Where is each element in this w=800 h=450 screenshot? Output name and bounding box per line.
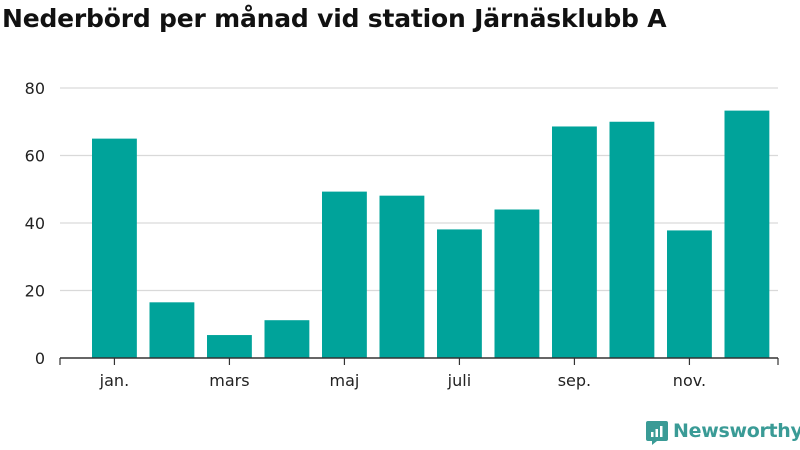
x-axis-ticks: jan. mars maj juli sep. nov. — [59, 358, 779, 390]
bar — [609, 121, 655, 358]
bar — [264, 320, 310, 358]
bar — [379, 195, 425, 358]
bar — [92, 138, 137, 358]
x-tick-label: jan. — [99, 371, 129, 390]
y-tick-label: 20 — [25, 282, 45, 301]
y-tick-label: 80 — [25, 79, 45, 98]
bar — [724, 110, 770, 358]
bar — [437, 229, 482, 358]
y-tick-label: 60 — [25, 147, 45, 166]
y-axis-ticks: 0 20 40 60 80 — [25, 79, 45, 368]
bar — [552, 126, 597, 358]
bar — [494, 209, 540, 358]
chart-title: Nederbörd per månad vid station Järnäskl… — [2, 4, 667, 33]
x-tick-label: juli — [447, 371, 471, 390]
bar — [207, 335, 252, 358]
y-tick-label: 40 — [25, 214, 45, 233]
bar — [149, 302, 195, 358]
x-tick-label: maj — [330, 371, 360, 390]
y-tick-label: 0 — [35, 349, 45, 368]
x-tick-label: sep. — [558, 371, 591, 390]
bars — [92, 110, 770, 358]
x-tick-label: nov. — [673, 371, 706, 390]
bar — [667, 230, 712, 358]
newsworthy-logo: Newsworthy — [645, 420, 800, 445]
newsworthy-logo-text: Newsworthy — [673, 420, 800, 442]
newsworthy-logo-icon — [645, 420, 668, 445]
x-tick-label: mars — [209, 371, 249, 390]
bar — [322, 191, 367, 358]
